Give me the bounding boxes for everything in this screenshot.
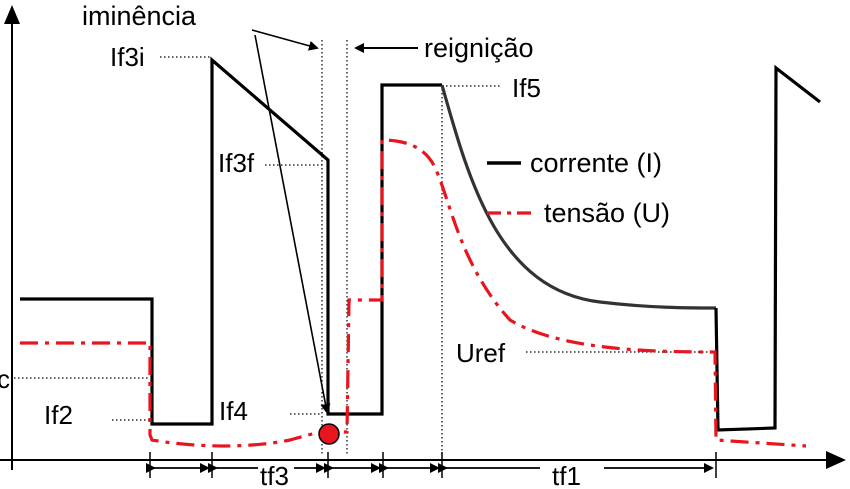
y-axis-arrow-icon [4,5,20,24]
label-if3i: If3i [110,42,145,72]
iminencia-arrow-1 [251,29,319,51]
voltage-waveform [20,138,807,448]
label-tf3: tf3 [260,461,289,489]
current-decay-curve [440,84,717,310]
label-if4: If4 [219,396,248,426]
label-iminencia: iminência [82,1,197,31]
legend-current-label: corrente (I) [530,148,662,178]
current-waveform-end [714,64,821,432]
label-tf1: tf1 [552,461,581,489]
interval-ticks [149,452,717,478]
label-if2: If2 [44,400,73,430]
iminencia-arrow-2 [254,34,331,414]
label-reignicao: reignição [424,33,534,63]
label-if5: If5 [512,73,541,103]
current-waveform [20,56,442,426]
label-c-fragment: c [0,364,10,394]
label-uref: Uref [456,338,506,368]
extinction-marker [318,423,340,445]
label-if3f: If3f [218,148,255,178]
legend-voltage-label: tensão (U) [544,198,670,228]
x-axis-arrow-icon [826,451,846,469]
